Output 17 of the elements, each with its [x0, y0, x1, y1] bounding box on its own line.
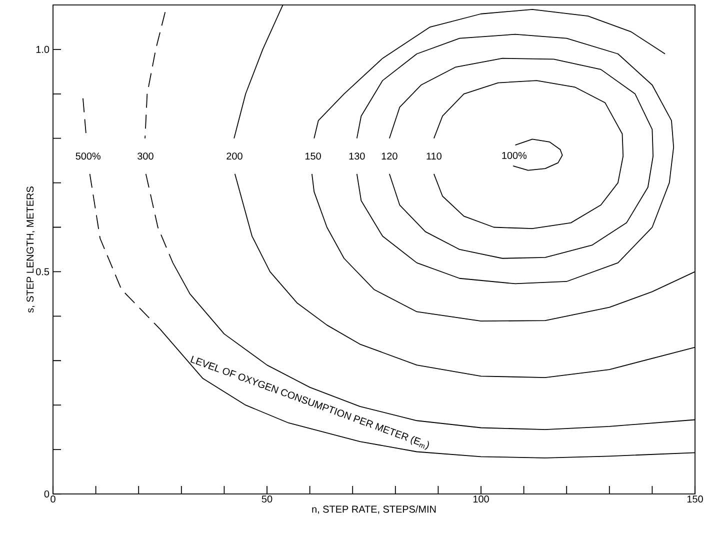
x-tick-label: 150 [687, 496, 703, 503]
series-label: 200 [226, 152, 242, 160]
series-label: 120 [382, 152, 398, 160]
series-label: 100% [502, 152, 527, 159]
series-label: 300 [138, 152, 154, 160]
x-tick-label: 0 [50, 496, 56, 503]
x-tick-label: 100 [473, 496, 489, 503]
series-label: 130 [349, 152, 365, 160]
x-tick-label: 50 [262, 496, 272, 503]
series-label: 110 [426, 152, 442, 160]
y-tick-label: 0 [44, 490, 50, 498]
series-label: 150 [305, 152, 321, 160]
y-tick-label: 1.0 [36, 46, 50, 53]
x-axis-title: n, STEP RATE, STEPS/MIN [312, 505, 436, 514]
y-tick-label: 0.5 [36, 268, 50, 276]
y-axis-title: s, STEP LENGTH, METERS [26, 186, 35, 313]
series-label: 500% [76, 152, 100, 160]
